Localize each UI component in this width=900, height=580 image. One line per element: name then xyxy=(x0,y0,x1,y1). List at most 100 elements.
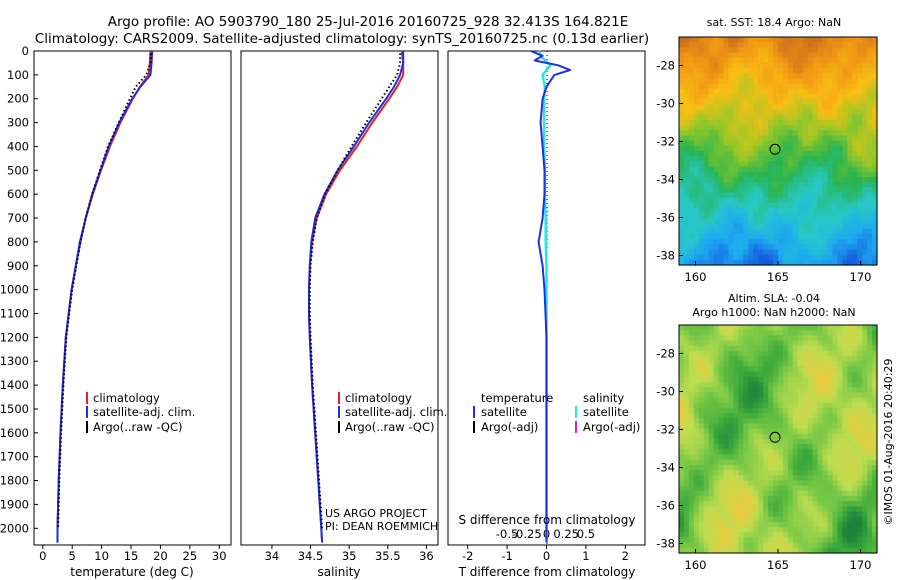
heatmap-cell xyxy=(852,171,858,178)
heatmap-cell xyxy=(807,182,814,188)
heatmap-cell xyxy=(857,459,863,466)
heatmap-cell xyxy=(797,68,804,74)
heatmap-cell xyxy=(679,119,685,126)
heatmap-cell xyxy=(792,239,799,245)
heatmap-cell xyxy=(782,356,789,362)
heatmap-cell xyxy=(773,340,779,347)
heatmap-cell xyxy=(753,57,759,64)
heatmap-cell xyxy=(827,125,834,131)
heatmap-cell xyxy=(713,444,720,450)
heatmap-cell xyxy=(857,99,863,105)
legend-label-t-satellite: satellite xyxy=(481,405,527,419)
heatmap-cell xyxy=(753,490,759,497)
heatmap-cell xyxy=(847,325,853,331)
heatmap-cell xyxy=(763,511,769,518)
heatmap-cell xyxy=(837,176,843,183)
heatmap-cell xyxy=(718,68,725,74)
heatmap-cell xyxy=(773,239,779,245)
heatmap-cell xyxy=(768,464,774,471)
heatmap-cell xyxy=(797,428,804,435)
heatmap-cell xyxy=(837,140,843,147)
heatmap-cell xyxy=(857,371,863,378)
heatmap-cell xyxy=(738,78,744,85)
heatmap-cell xyxy=(683,475,690,482)
heatmap-cell xyxy=(698,428,705,435)
heatmap-cell xyxy=(842,387,848,393)
heatmap-cell xyxy=(773,382,779,388)
heatmap-cell xyxy=(748,208,754,214)
heatmap-cell xyxy=(812,418,819,425)
heatmap-cell xyxy=(748,496,754,502)
heatmap-cell xyxy=(867,350,873,357)
heatmap-cell xyxy=(748,119,754,126)
heatmap-cell xyxy=(802,542,809,549)
heatmap-cell xyxy=(738,52,744,59)
heatmap-cell xyxy=(758,454,764,461)
heatmap-cell xyxy=(812,516,819,523)
heatmap-cell xyxy=(807,402,814,409)
heatmap-cell xyxy=(763,228,769,235)
heatmap-cell xyxy=(753,449,759,456)
heatmap-cell xyxy=(817,501,824,507)
heatmap-cell xyxy=(713,547,720,554)
heatmap-cell xyxy=(852,459,858,466)
heatmap-cell xyxy=(862,423,868,430)
heatmap-cell xyxy=(713,439,720,445)
heatmap-cell xyxy=(787,418,794,425)
heatmap-cell xyxy=(802,340,809,347)
heatmap-cell xyxy=(738,387,744,393)
heatmap-cell xyxy=(748,521,754,528)
heatmap-cell xyxy=(703,145,710,152)
heatmap-cell xyxy=(733,73,739,80)
heatmap-cell xyxy=(837,197,843,204)
heatmap-cell xyxy=(832,78,838,85)
heatmap-cell xyxy=(857,62,863,69)
heatmap-cell xyxy=(728,166,735,173)
heatmap-cell xyxy=(753,249,759,256)
heatmap-cell xyxy=(797,161,804,168)
heatmap-cell xyxy=(832,37,838,43)
heatmap-cell xyxy=(703,119,710,126)
heatmap-cell xyxy=(842,130,848,137)
heatmap-cell xyxy=(797,42,804,48)
heatmap-cell xyxy=(743,176,749,183)
heatmap-cell xyxy=(713,527,720,533)
heatmap-cell xyxy=(817,223,824,230)
heatmap-cell xyxy=(867,161,873,168)
heatmap-cell xyxy=(733,244,739,251)
heatmap-cell xyxy=(773,459,779,466)
heatmap-cell xyxy=(693,340,700,347)
heatmap-cell xyxy=(787,182,794,188)
heatmap-cell xyxy=(842,156,848,162)
heatmap-cell xyxy=(758,166,764,173)
heatmap-cell xyxy=(698,501,705,507)
heatmap-cell xyxy=(852,547,858,554)
heatmap-cell xyxy=(832,496,838,502)
heatmap-cell xyxy=(723,516,730,523)
heatmap-cell xyxy=(763,407,769,414)
heatmap-cell xyxy=(852,135,858,142)
heatmap-cell xyxy=(738,109,744,116)
heatmap-cell xyxy=(708,99,715,105)
heatmap-cell xyxy=(679,37,685,43)
heatmap-cell xyxy=(812,356,819,362)
heatmap-cell xyxy=(842,433,848,440)
heatmap-cell xyxy=(743,78,749,85)
heatmap-cell xyxy=(728,527,735,533)
heatmap-cell xyxy=(837,428,843,435)
heatmap-cell xyxy=(713,511,720,518)
heatmap-cell xyxy=(872,418,878,425)
heatmap-cell xyxy=(733,62,739,69)
heatmap-cell xyxy=(832,501,838,507)
heatmap-cell xyxy=(837,506,843,513)
heatmap-cell xyxy=(713,239,720,245)
heatmap-cell xyxy=(723,83,730,90)
heatmap-cell xyxy=(797,350,804,357)
heatmap-cell xyxy=(728,37,735,43)
heatmap-cell xyxy=(713,496,720,502)
heatmap-cell xyxy=(812,382,819,388)
heatmap-cell xyxy=(753,68,759,74)
heatmap-cell xyxy=(693,42,700,48)
heatmap-cell xyxy=(822,161,829,168)
heatmap-cell xyxy=(738,233,744,240)
